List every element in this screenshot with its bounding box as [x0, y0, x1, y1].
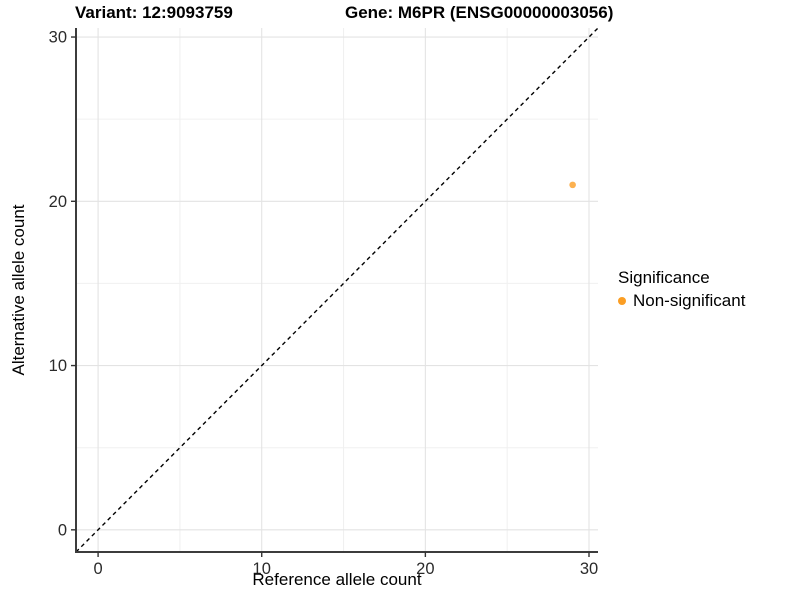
x-axis-title: Reference allele count [252, 570, 422, 589]
y-tick-label: 0 [58, 521, 67, 539]
plot-title-gene: Gene: M6PR (ENSG00000003056) [345, 3, 614, 22]
x-tick-label: 20 [416, 560, 434, 578]
x-tick-label: 30 [580, 560, 598, 578]
x-tick-label: 10 [253, 560, 271, 578]
legend-title: Significance [618, 268, 710, 287]
y-tick-label: 20 [49, 193, 67, 211]
legend-item-label: Non-significant [633, 291, 746, 310]
data-point [569, 181, 576, 189]
y-tick-label: 10 [49, 357, 67, 375]
legend: Significance Non-significant [618, 268, 745, 311]
plot-title-variant: Variant: 12:9093759 [75, 3, 233, 22]
y-axis-title: Alternative allele count [9, 204, 28, 376]
legend-swatch-icon [618, 297, 626, 305]
legend-item-non-significant: Non-significant [618, 291, 745, 311]
y-tick-label: 30 [49, 29, 67, 47]
identity-reference-line [75, 27, 599, 553]
x-tick-label: 0 [93, 560, 102, 578]
